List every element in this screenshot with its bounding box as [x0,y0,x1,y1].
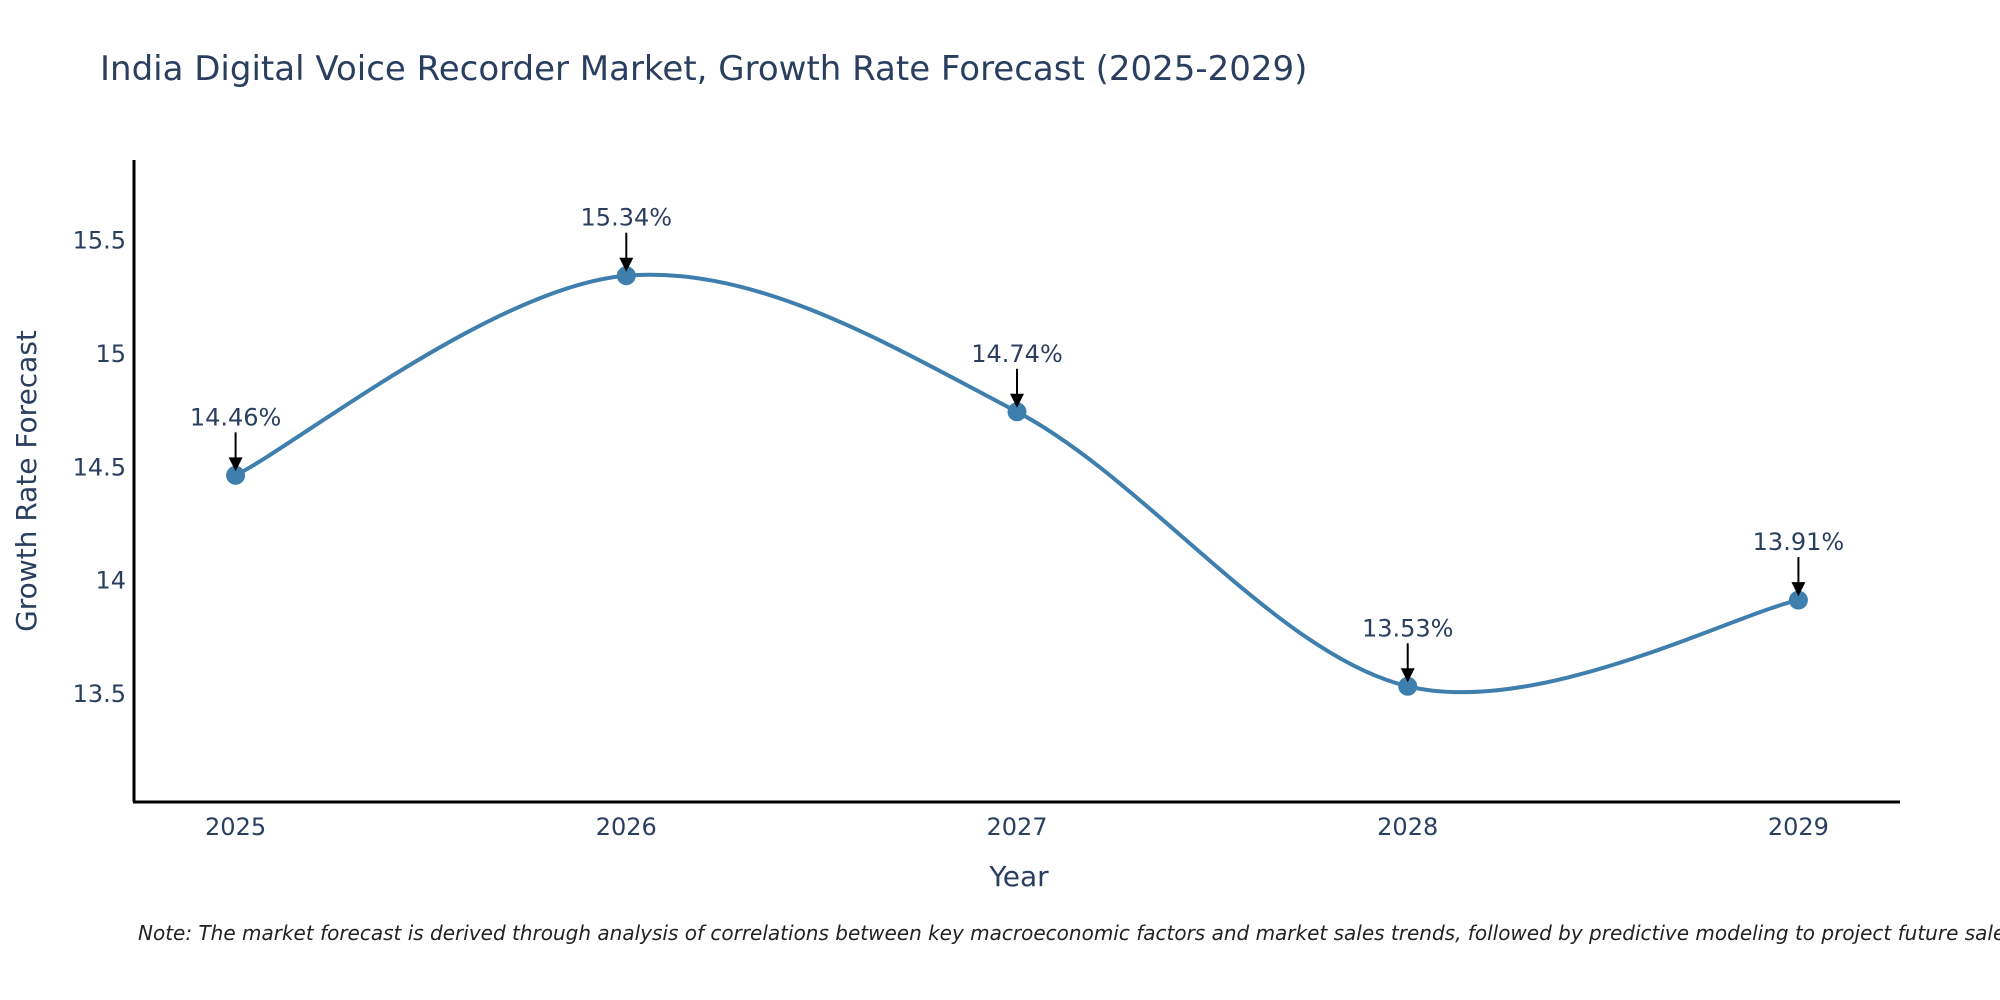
x-tick-label: 2027 [986,813,1047,841]
footnote: Note: The market forecast is derived thr… [138,921,2000,945]
data-point [1788,590,1808,610]
annotation-arrow-head [1791,582,1806,597]
chart-title: India Digital Voice Recorder Market, Gro… [100,49,1307,89]
x-tick-label: 2025 [205,813,266,841]
annotation-arrow-head [1010,393,1024,408]
data-point [1398,676,1418,696]
x-tick-label: 2028 [1377,813,1438,841]
y-axis-title: Growth Rate Forecast [10,330,43,632]
x-tick-label: 2026 [596,813,657,841]
y-tick-labels: 13.5 14 14.5 15 15.5 [73,226,126,708]
annotation-arrow-head [1400,668,1415,683]
data-label: 14.46% [190,403,282,431]
axes [132,160,1900,804]
data-points [226,266,1808,696]
x-axis-title: Year [988,860,1049,893]
data-label: 14.74% [971,340,1063,368]
annotation-arrow-head [619,257,634,272]
y-tick-label: 15 [95,340,126,368]
x-tick-labels: 2025 2026 2027 2028 2029 [205,813,1829,841]
data-point [226,465,246,485]
data-point [616,266,636,286]
data-label: 15.34% [581,204,673,232]
data-labels: 14.46% 15.34% 14.74% 13.53% 13.91% [190,204,1844,683]
data-label: 13.91% [1753,528,1845,556]
y-tick-label: 13.5 [73,680,126,708]
data-label: 13.53% [1362,614,1454,642]
data-point [1007,402,1027,422]
y-tick-label: 14.5 [73,453,126,481]
y-tick-label: 14 [95,567,126,595]
y-tick-label: 15.5 [73,226,126,254]
annotation-arrow-head [228,457,243,472]
series-line [233,272,1801,695]
x-tick-label: 2029 [1768,813,1829,841]
